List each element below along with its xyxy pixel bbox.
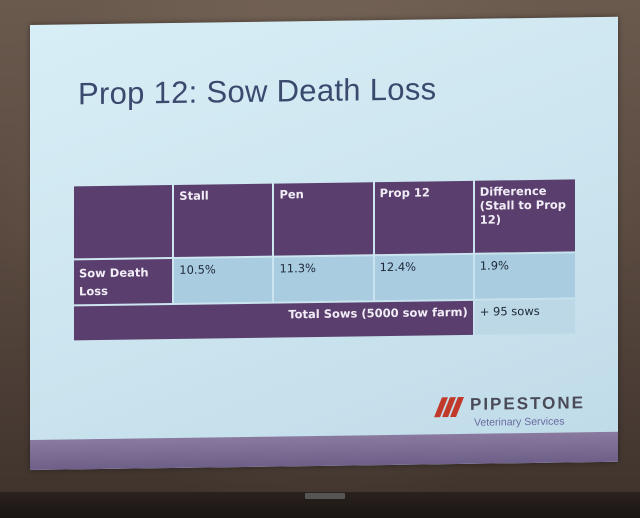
total-label: Total Sows (5000 sow farm) (74, 300, 473, 341)
header-difference: Difference (Stall to Prop 12) (474, 179, 575, 253)
sow-death-loss-table: Stall Pen Prop 12 Difference (Stall to P… (72, 177, 577, 342)
header-prop12: Prop 12 (374, 180, 473, 255)
header-pen: Pen (274, 182, 373, 256)
row-label-sow-death-loss: Sow Death Loss (74, 259, 173, 305)
table-row: Sow Death Loss 10.5% 11.3% 12.4% 1.9% (74, 253, 575, 305)
cell-difference: 1.9% (474, 253, 575, 299)
slide-title: Prop 12: Sow Death Loss (78, 71, 437, 112)
projector-device (305, 493, 345, 499)
cell-pen: 11.3% (274, 256, 373, 302)
cell-stall: 10.5% (174, 257, 273, 303)
total-value: + 95 sows (474, 299, 575, 335)
header-stall: Stall (174, 183, 273, 257)
table-header-row: Stall Pen Prop 12 Difference (Stall to P… (74, 179, 575, 259)
pipestone-stripes-icon (434, 396, 464, 418)
table-total-row: Total Sows (5000 sow farm) + 95 sows (74, 299, 575, 341)
pipestone-logo: PIPESTONE Veterinary Services (434, 393, 594, 435)
cell-prop12: 12.4% (374, 254, 473, 301)
logo-name: PIPESTONE (470, 393, 585, 414)
logo-subtitle: Veterinary Services (474, 415, 565, 429)
projection-screen: Prop 12: Sow Death Loss Stall Pen Prop 1… (30, 16, 618, 471)
header-empty (74, 185, 173, 259)
